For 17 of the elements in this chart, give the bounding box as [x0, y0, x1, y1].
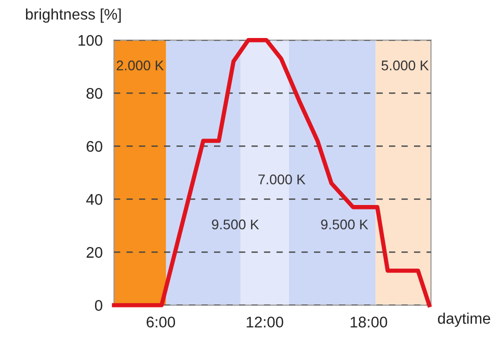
band-label: 9.500 K	[212, 220, 260, 230]
y-tick-label: 40	[86, 194, 102, 205]
band-label: 9.500 K	[321, 220, 368, 230]
band-label: 5.000 K	[382, 60, 429, 70]
band-label: 2.000 K	[116, 60, 164, 70]
x-tick-label: 6:00	[146, 316, 176, 328]
y-tick-label: 80	[86, 88, 102, 99]
band-label: 7.000 K	[258, 174, 306, 184]
y-tick-label: 20	[86, 247, 102, 258]
y-axis-title: brightness [%]	[26, 8, 121, 23]
y-tick-label: 60	[86, 141, 102, 152]
x-tick-label: 12:00	[246, 316, 284, 328]
y-tick-label: 0	[94, 300, 102, 311]
x-axis-title: daytime	[438, 312, 490, 327]
x-tick-label: 18:00	[350, 316, 388, 328]
line-series	[112, 38, 432, 308]
y-tick-label: 100	[78, 35, 102, 46]
